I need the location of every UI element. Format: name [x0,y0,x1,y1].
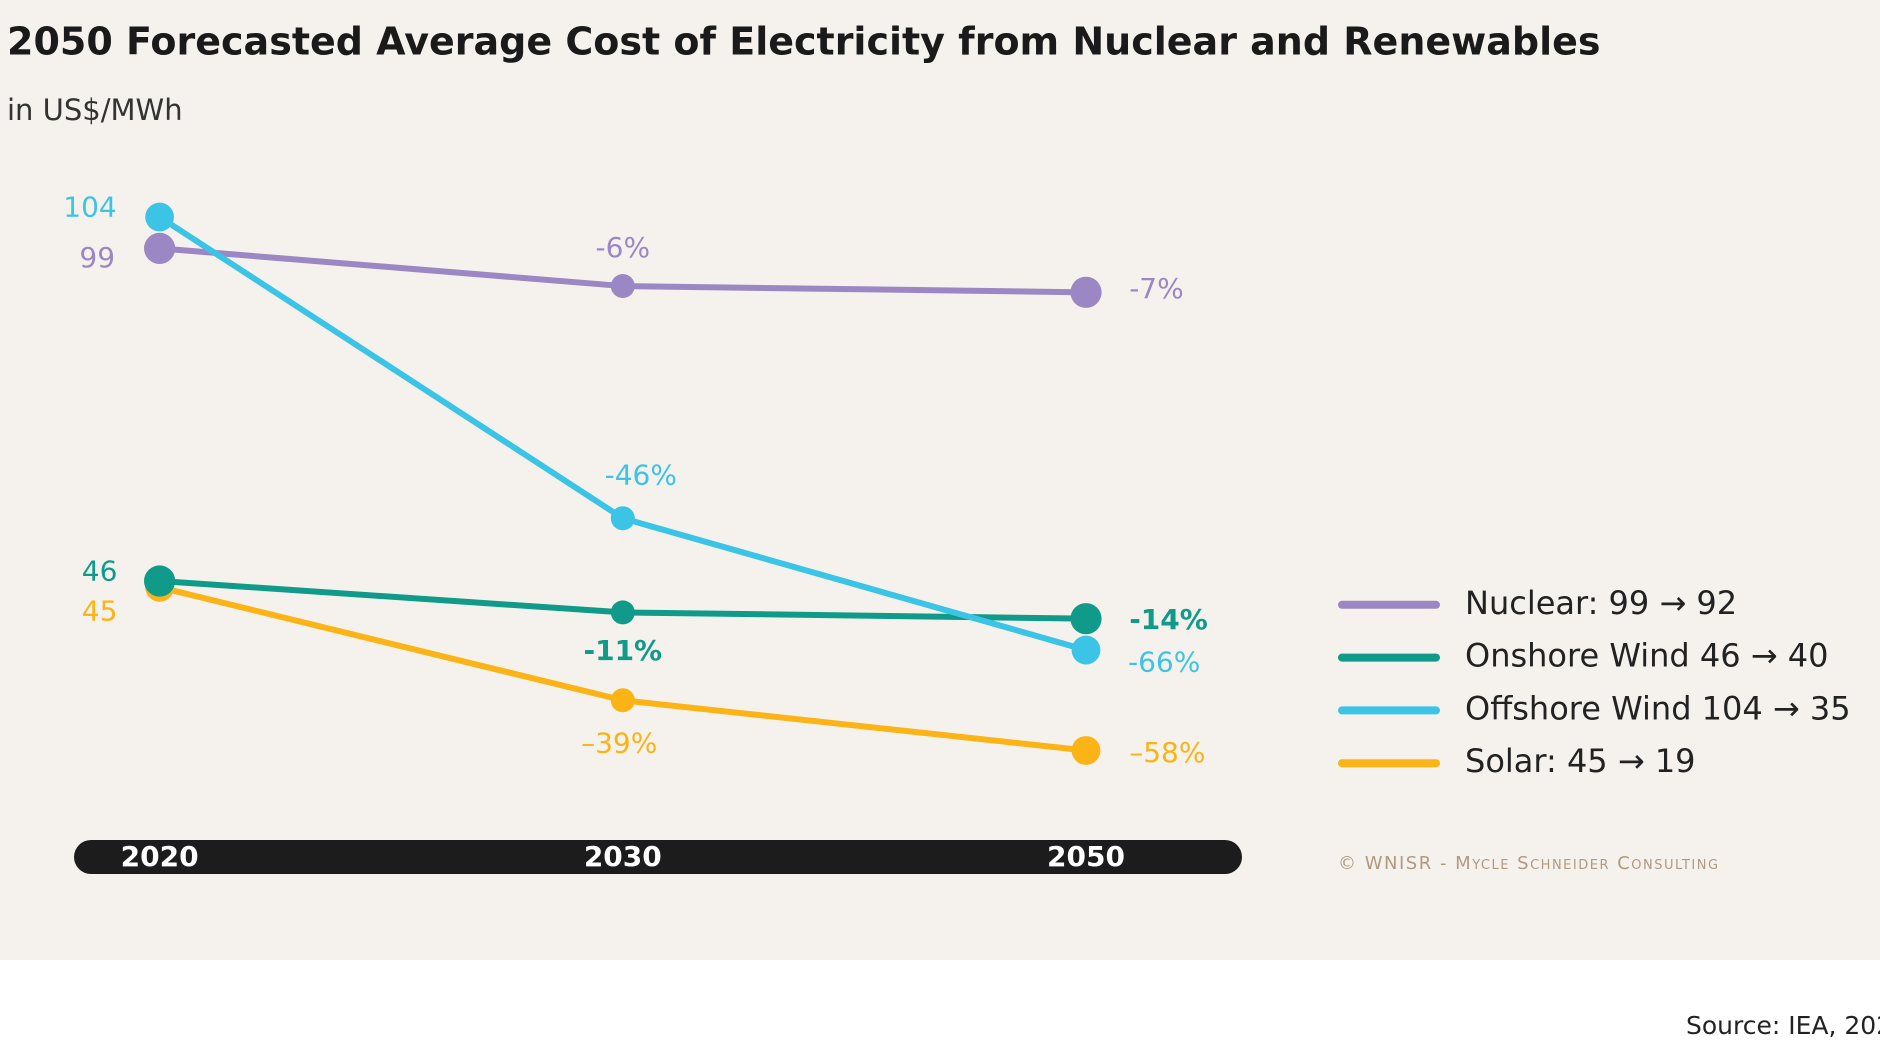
point [1071,736,1101,765]
x-tick-label: 2020 [121,840,199,873]
chart-subtitle: in US$/MWh [7,93,183,127]
point [144,232,176,264]
chart-title: 2050 Forecasted Average Cost of Electric… [7,20,1601,64]
legend-label: Nuclear: 99 → 92 [1465,584,1737,622]
x-axis-band [74,840,1242,874]
point [610,600,635,625]
legend-label: Offshore Wind 104 → 35 [1465,689,1851,727]
change-label: -7% [1129,272,1184,305]
change-label: -11% [583,634,662,667]
change-label: -6% [596,231,651,264]
change-label: -66% [1128,645,1200,678]
legend-label: Solar: 45 → 19 [1465,742,1696,780]
legend-label: Onshore Wind 46 → 40 [1465,637,1829,675]
credit: © WNISR - Mycle Schneider Consulting [1338,853,1720,874]
start-value-label: 104 [63,191,116,224]
start-value-label: 99 [79,241,115,274]
source: Source: IEA, 2020 [1686,1011,1880,1040]
x-tick-label: 2050 [1047,840,1125,873]
start-value-label: 46 [82,555,118,588]
point [610,506,635,531]
x-tick-label: 2030 [584,840,662,873]
point [1070,603,1102,635]
start-value-label: 45 [82,595,118,628]
change-label: -14% [1129,603,1208,636]
point [1070,276,1102,308]
point [144,565,176,597]
change-label: –58% [1129,736,1205,769]
point [610,274,635,299]
point [610,688,635,713]
change-label: –39% [581,727,657,760]
change-label: -46% [605,458,677,491]
point [145,202,175,232]
chart-background [0,0,1880,960]
point [1071,635,1101,665]
